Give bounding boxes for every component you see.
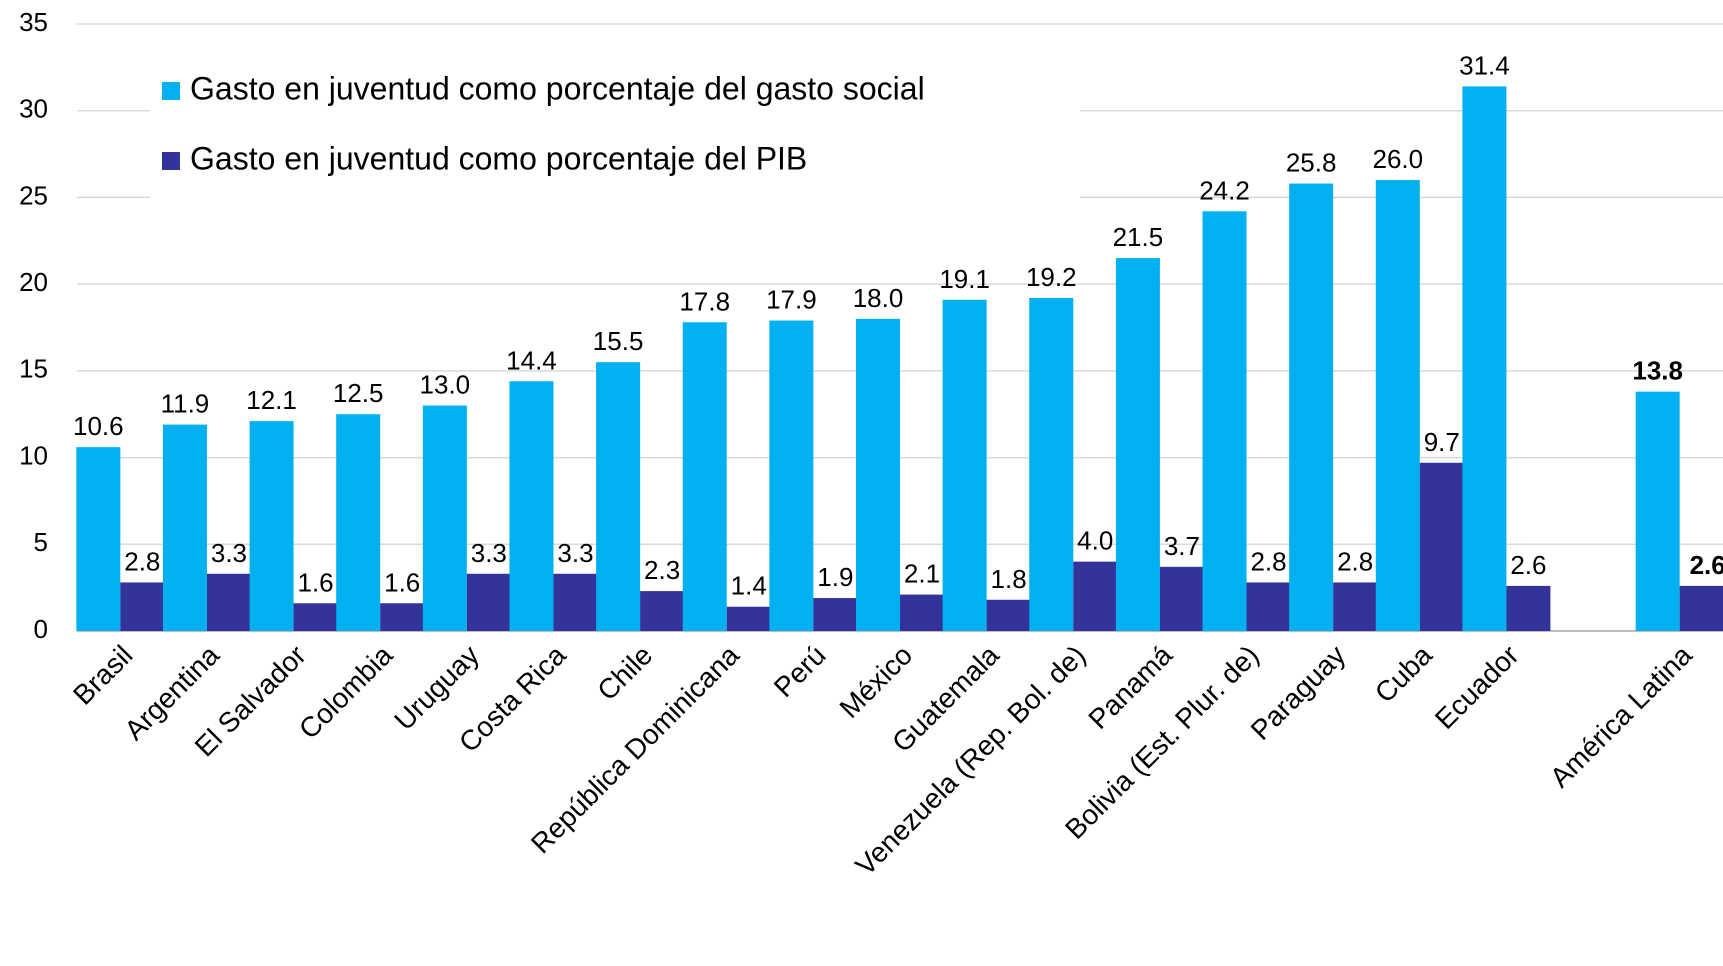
- value-label: 9.7: [1424, 427, 1460, 457]
- value-label: 1.8: [991, 564, 1027, 594]
- bar: [726, 606, 771, 631]
- bar: [769, 320, 814, 631]
- bar: [640, 591, 685, 631]
- value-label: 3.3: [557, 538, 593, 568]
- x-tick-label: Ecuador: [1429, 639, 1525, 735]
- bar: [1419, 462, 1464, 631]
- x-tick-label: México: [834, 639, 919, 724]
- value-label: 26.0: [1372, 144, 1423, 174]
- bar: [1073, 561, 1118, 631]
- value-label: 15.5: [593, 326, 644, 356]
- legend-swatch: [162, 152, 180, 170]
- value-label: 1.4: [731, 571, 767, 601]
- bar: [76, 447, 121, 631]
- bar: [1462, 86, 1507, 632]
- value-label: 12.5: [333, 378, 384, 408]
- value-label: 19.1: [939, 264, 990, 294]
- value-label: 3.3: [471, 538, 507, 568]
- value-label: 25.8: [1286, 148, 1337, 178]
- x-tick-label: Colombia: [293, 639, 399, 745]
- bar: [856, 318, 900, 631]
- bar: [336, 414, 381, 631]
- y-tick-label: 0: [34, 614, 48, 644]
- value-label: 17.8: [679, 286, 730, 316]
- value-label: 2.6: [1510, 550, 1546, 580]
- x-tick-label: América Latina: [1544, 639, 1698, 793]
- value-label: 1.6: [384, 567, 420, 597]
- bar: [1029, 298, 1074, 631]
- value-label: 14.4: [506, 345, 557, 375]
- value-label: 18.0: [853, 283, 904, 313]
- value-label: 2.8: [124, 546, 160, 576]
- value-label: 24.2: [1199, 175, 1250, 205]
- x-tick-label: Chile: [591, 639, 658, 706]
- value-label: 2.8: [1250, 546, 1286, 576]
- value-label: 10.6: [73, 411, 124, 441]
- value-label: 21.5: [1113, 222, 1164, 252]
- bar: [380, 603, 425, 631]
- bar: [1375, 180, 1420, 632]
- legend-swatch: [162, 82, 180, 100]
- value-label: 11.9: [161, 389, 210, 419]
- value-label: 3.3: [211, 538, 247, 568]
- y-tick-label: 25: [19, 180, 48, 210]
- y-tick-label: 30: [19, 94, 48, 124]
- bar: [682, 322, 727, 631]
- value-label: 1.6: [298, 567, 334, 597]
- value-label: 17.9: [766, 285, 817, 315]
- y-tick-label: 20: [19, 267, 48, 297]
- bar: [162, 424, 207, 631]
- legend-box: [150, 52, 1080, 200]
- x-tick-label: Paraguay: [1245, 639, 1352, 746]
- value-label: 4.0: [1077, 526, 1113, 556]
- y-tick-label: 35: [19, 7, 48, 37]
- bar: [466, 573, 511, 631]
- legend-label: Gasto en juventud como porcentaje del PI…: [190, 140, 807, 176]
- bar: [1159, 566, 1204, 631]
- bar: [1506, 585, 1551, 631]
- value-label: 13.8: [1632, 356, 1683, 386]
- bar: [1289, 183, 1334, 631]
- bar: [813, 598, 858, 631]
- y-tick-label: 15: [19, 354, 48, 384]
- bar: [293, 603, 338, 631]
- legend-label: Gasto en juventud como porcentaje del ga…: [190, 70, 925, 106]
- bar: [206, 573, 251, 631]
- bar: [1679, 585, 1723, 631]
- x-tick-label: Brasil: [67, 639, 138, 710]
- bar: [509, 381, 554, 631]
- bar: [120, 582, 165, 631]
- value-label: 31.4: [1459, 50, 1510, 80]
- value-label: 2.6: [1690, 550, 1723, 580]
- y-tick-label: 5: [34, 527, 48, 557]
- bar: [249, 421, 294, 631]
- bar: [900, 594, 944, 631]
- value-label: 12.1: [246, 385, 297, 415]
- bar: [422, 405, 467, 631]
- value-label: 2.1: [904, 559, 940, 589]
- bar: [1635, 391, 1680, 631]
- value-label: 19.2: [1026, 262, 1077, 292]
- value-label: 1.9: [817, 562, 853, 592]
- bar: [1115, 258, 1160, 631]
- y-tick-label: 10: [19, 440, 48, 470]
- bar: [942, 299, 987, 631]
- bar: [1246, 582, 1291, 631]
- bar: [553, 573, 598, 631]
- value-label: 3.7: [1164, 531, 1200, 561]
- value-label: 2.8: [1337, 546, 1373, 576]
- x-tick-label: Perú: [768, 639, 832, 703]
- x-tick-label: Cuba: [1369, 639, 1439, 709]
- value-label: 2.3: [644, 555, 680, 585]
- bar: [596, 362, 641, 631]
- value-label: 13.0: [420, 370, 471, 400]
- bar: [1333, 582, 1378, 631]
- bar: [986, 599, 1031, 631]
- bar: [1202, 211, 1247, 631]
